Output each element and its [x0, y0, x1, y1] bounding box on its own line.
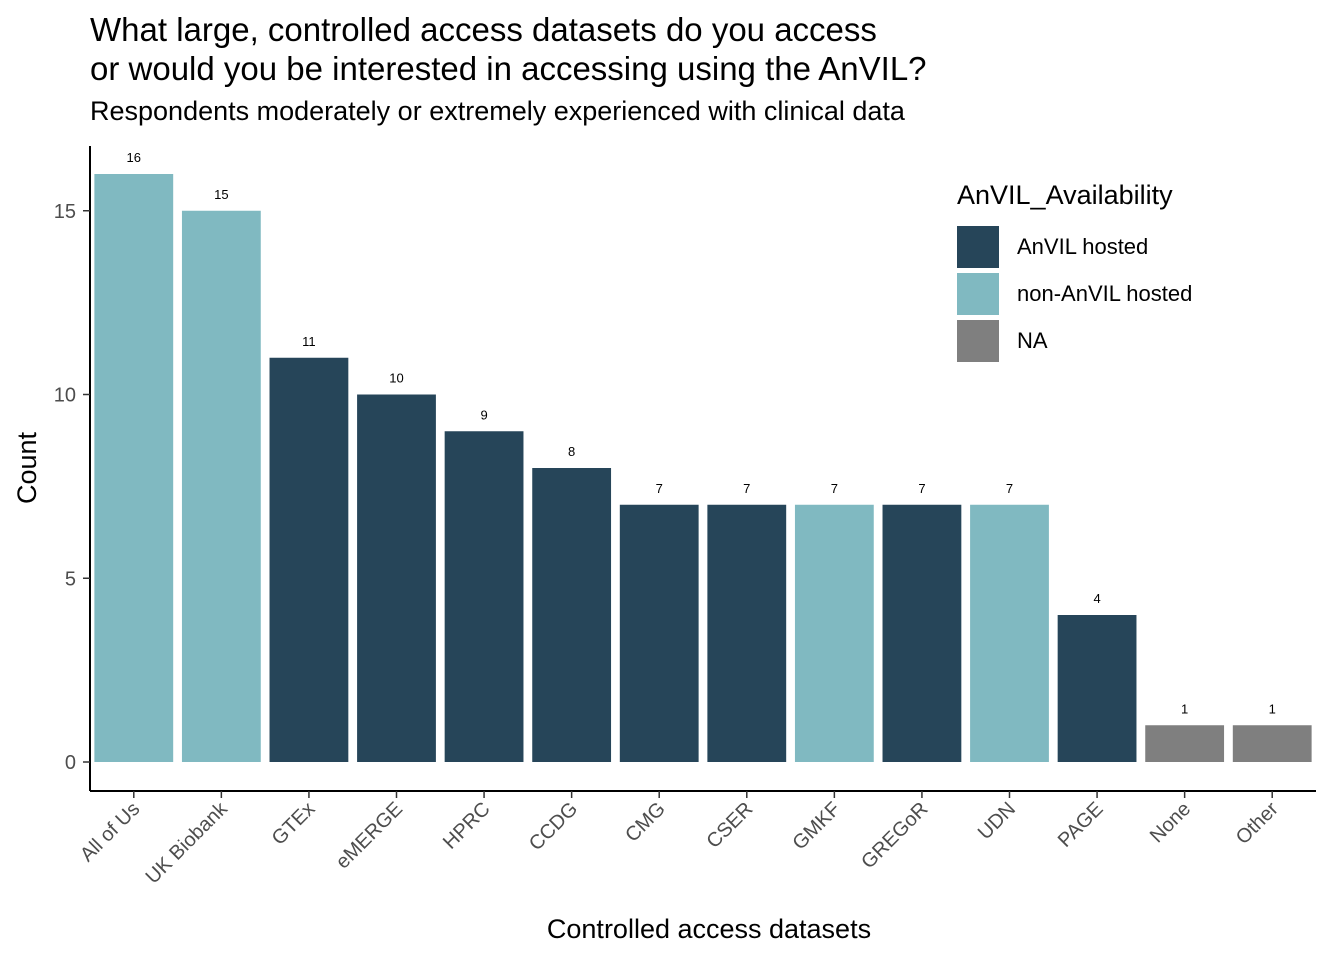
- bar-value-label-hprc: 9: [480, 407, 487, 422]
- x-tick-label-udn: UDN: [974, 798, 1020, 844]
- y-tick-label-5: 5: [65, 568, 76, 590]
- bar-uk-biobank: [181, 210, 261, 762]
- bar-value-label-uk-biobank: 15: [214, 187, 228, 202]
- bar-value-label-cmg: 7: [656, 481, 663, 496]
- bar-value-label-udn: 7: [1006, 481, 1013, 496]
- x-tick-label-hprc: HPRC: [439, 798, 495, 854]
- chart-title-line-2: or would you be interested in accessing …: [90, 50, 927, 87]
- x-tick-label-other: Other: [1232, 798, 1283, 849]
- x-tick-label-gmkf: GMKF: [788, 798, 844, 854]
- y-tick-label-10: 10: [54, 385, 76, 407]
- bar-all-of-us: [94, 174, 174, 762]
- legend-label-anvil-hosted: AnVIL hosted: [1017, 233, 1149, 259]
- x-tick-label-ccdg: CCDG: [525, 798, 582, 855]
- x-tick-label-emerge: eMERGE: [332, 798, 407, 873]
- bars-group: [94, 174, 1312, 762]
- bar-cser: [707, 504, 787, 762]
- legend-swatch-anvil-hosted: [957, 225, 999, 268]
- legend-item-anvil-hosted: AnVIL hosted: [957, 223, 1192, 270]
- bar-gregor: [882, 504, 962, 762]
- x-tick-label-uk-biobank: UK Biobank: [142, 797, 233, 888]
- bar-none: [1145, 725, 1225, 762]
- x-tick-label-page: PAGE: [1054, 798, 1108, 852]
- x-tick-label-gregor: GREGoR: [857, 798, 932, 873]
- chart-title-line-1: What large, controlled access datasets d…: [90, 11, 877, 48]
- legend-item-non-anvil-hosted: non-AnVIL hosted: [957, 270, 1192, 317]
- y-axis-title: Count: [12, 431, 42, 504]
- legend-swatch-na: [957, 319, 999, 362]
- bar-value-label-none: 1: [1181, 701, 1188, 716]
- bar-cmg: [619, 504, 699, 762]
- bar-value-label-other: 1: [1269, 701, 1276, 716]
- bar-value-label-all-of-us: 16: [127, 150, 141, 165]
- bar-other: [1232, 725, 1312, 762]
- bar-udn: [970, 504, 1049, 762]
- legend-swatch-non-anvil-hosted: [957, 272, 999, 315]
- bar-value-label-cser: 7: [743, 481, 750, 496]
- x-tick-label-all-of-us: All of Us: [76, 798, 144, 866]
- legend-label-non-anvil-hosted: non-AnVIL hosted: [1017, 280, 1193, 306]
- bar-value-label-gregor: 7: [918, 481, 925, 496]
- bar-value-label-gtex: 11: [302, 334, 316, 349]
- bar-value-label-ccdg: 8: [568, 444, 575, 459]
- legend: AnVIL_Availability AnVIL hosted non-AnVI…: [957, 180, 1192, 364]
- legend-label-na: NA: [1017, 327, 1048, 353]
- bar-ccdg: [532, 468, 612, 762]
- chart-title: What large, controlled access datasets d…: [90, 10, 927, 88]
- bar-page: [1057, 615, 1137, 762]
- bar-gtex: [269, 357, 349, 762]
- y-tick-label-0: 0: [65, 752, 76, 774]
- x-tick-label-none: None: [1146, 798, 1195, 847]
- y-axis: 0 5 10 15: [54, 146, 91, 791]
- bar-value-label-page: 4: [1093, 591, 1100, 606]
- y-tick-label-15: 15: [54, 201, 76, 223]
- x-tick-label-cser: CSER: [702, 798, 757, 853]
- x-axis-title: Controlled access datasets: [547, 914, 871, 944]
- bar-gmkf: [794, 504, 874, 762]
- x-tick-label-cmg: CMG: [621, 798, 670, 847]
- legend-item-na: NA: [957, 317, 1192, 364]
- bar-hprc: [444, 431, 524, 762]
- bar-emerge: [357, 394, 436, 762]
- chart-subtitle: Respondents moderately or extremely expe…: [90, 96, 905, 126]
- bar-value-label-gmkf: 7: [831, 481, 838, 496]
- bar-value-label-emerge: 10: [389, 371, 403, 386]
- x-tick-label-gtex: GTEx: [268, 798, 320, 850]
- legend-title: AnVIL_Availability: [957, 180, 1173, 210]
